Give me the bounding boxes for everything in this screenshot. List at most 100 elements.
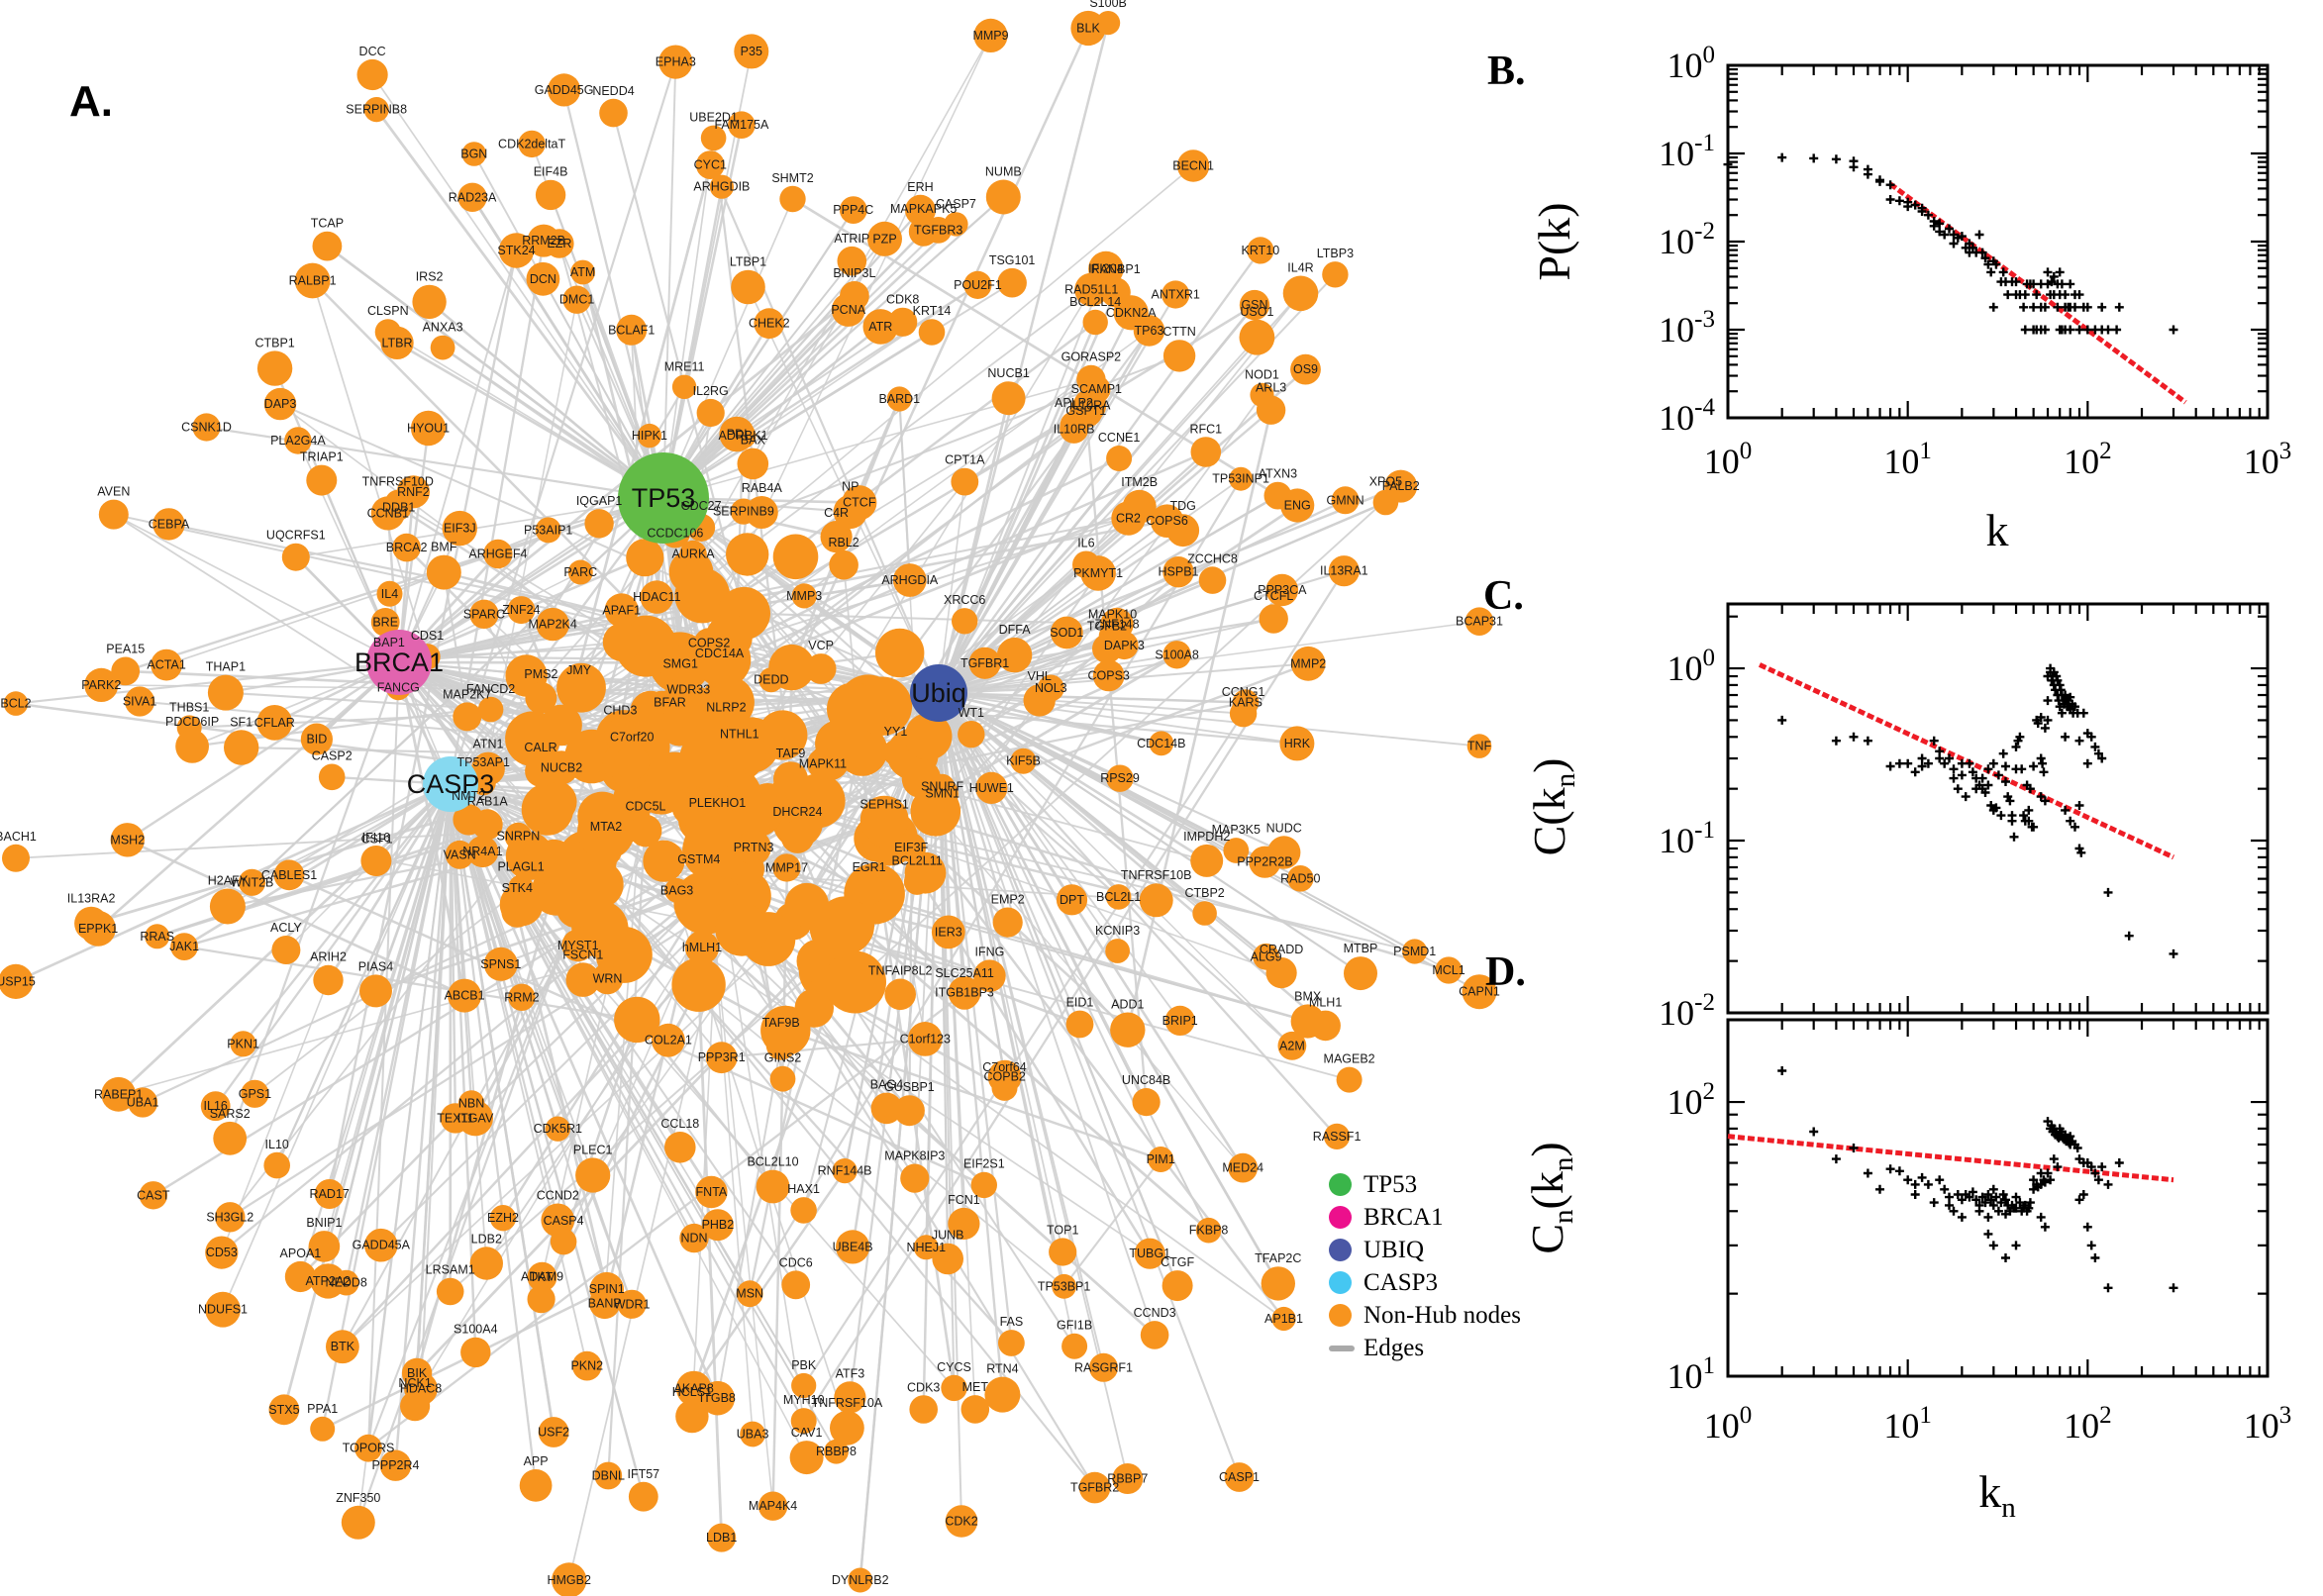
network-node bbox=[992, 907, 1023, 938]
network-node bbox=[263, 387, 297, 421]
network-nodes bbox=[0, 10, 1497, 1596]
panel-a-label: A. bbox=[69, 77, 113, 126]
network-node-label: TP53INP1 bbox=[1212, 472, 1269, 486]
network-node-label: ZNF350 bbox=[336, 1491, 380, 1505]
network-node bbox=[306, 464, 338, 496]
network-edge bbox=[937, 304, 1257, 694]
network-node bbox=[941, 1374, 967, 1402]
network-edge bbox=[692, 1169, 847, 1390]
network-node-label: VASN bbox=[444, 848, 476, 861]
network-node bbox=[1166, 514, 1200, 548]
network-edge bbox=[938, 249, 1262, 694]
network-node-label: MSH2 bbox=[110, 833, 145, 847]
network-node bbox=[284, 1260, 316, 1293]
network-edge bbox=[662, 138, 715, 499]
axis-tick-label: 10-1 bbox=[1659, 817, 1715, 860]
network-node-label: HDAC8 bbox=[400, 1382, 442, 1396]
network-node bbox=[1384, 469, 1418, 503]
network-node-label: BNIP1 bbox=[306, 1216, 342, 1230]
network-edge bbox=[398, 529, 550, 664]
network-node bbox=[3, 691, 29, 716]
network-node bbox=[308, 1231, 341, 1262]
network-node bbox=[310, 1416, 336, 1442]
network-node bbox=[950, 980, 979, 1010]
panel-d-label: D. bbox=[1485, 949, 1526, 995]
network-node bbox=[824, 1439, 849, 1464]
network-node bbox=[1106, 764, 1134, 792]
axis-tick-label: 103 bbox=[2244, 438, 2292, 481]
network-node-label: C7orf20 bbox=[610, 731, 655, 745]
network-node bbox=[0, 963, 34, 999]
network-node bbox=[695, 1175, 728, 1209]
network-edge bbox=[97, 661, 400, 930]
network-edge bbox=[321, 783, 453, 1430]
network-node bbox=[1176, 150, 1210, 182]
network-edge bbox=[279, 403, 940, 694]
network-node-label: IRS2 bbox=[416, 270, 444, 284]
network-node-unlabeled bbox=[700, 809, 748, 856]
network-node bbox=[1462, 974, 1497, 1010]
network-node-label: HSPB1 bbox=[1159, 565, 1199, 579]
network-node-label: IMPDH2 bbox=[1183, 830, 1230, 844]
network-node-label: COPB2 bbox=[984, 1070, 1026, 1084]
network-node-label: MAGEB2 bbox=[1324, 1052, 1375, 1066]
network-node bbox=[241, 1079, 269, 1108]
network-node-label: NUCB1 bbox=[987, 366, 1029, 380]
network-node bbox=[1228, 1152, 1259, 1183]
network-node-label: BID bbox=[306, 733, 327, 747]
network-node-label: IL16 bbox=[204, 1099, 228, 1113]
network-node bbox=[205, 1236, 239, 1269]
network-node bbox=[445, 840, 474, 869]
network-node-label: SPIN1 bbox=[589, 1282, 625, 1296]
network-node bbox=[562, 285, 591, 314]
network-node-label: P35 bbox=[741, 45, 762, 58]
network-node bbox=[1331, 486, 1360, 515]
network-node-label: ZCCHC8 bbox=[1187, 551, 1238, 565]
network-node bbox=[637, 423, 662, 449]
network-node-label: PIM1 bbox=[1147, 1152, 1175, 1166]
network-node-label: FNTA bbox=[696, 1185, 728, 1199]
network-node-label: XPO5 bbox=[1369, 475, 1402, 489]
network-node-label: BACH1 bbox=[0, 830, 37, 844]
network-node bbox=[363, 97, 389, 123]
network-node bbox=[1280, 488, 1315, 523]
network-node bbox=[209, 888, 246, 925]
axis-tick-label: 10-3 bbox=[1659, 306, 1715, 349]
network-node-label: AVEN bbox=[97, 485, 130, 499]
network-edge bbox=[854, 485, 1402, 983]
network-node-label: EPPK1 bbox=[78, 922, 118, 936]
network-node-label: ATN1 bbox=[472, 738, 503, 751]
network-node bbox=[281, 543, 310, 571]
network-node-label: NUCB2 bbox=[541, 760, 582, 774]
network-edge bbox=[716, 1045, 782, 1399]
network-node-label: ATM bbox=[570, 265, 595, 279]
network-node bbox=[839, 196, 867, 225]
network-node-label: CDS1 bbox=[411, 629, 444, 643]
network-node-label: ARL3 bbox=[1256, 381, 1286, 395]
network-node bbox=[790, 1408, 817, 1435]
network-node bbox=[996, 637, 1033, 673]
network-node-label: BIK bbox=[407, 1366, 428, 1380]
axis-tick-label: 100 bbox=[1704, 438, 1753, 481]
network-node bbox=[215, 1202, 246, 1233]
network-node-label: ADRBK1 bbox=[718, 429, 767, 443]
network-node bbox=[829, 549, 858, 580]
network-node-label: RAB4A bbox=[742, 481, 783, 495]
network-node bbox=[1134, 1238, 1165, 1269]
network-edge bbox=[413, 783, 453, 1407]
axis-tick-label: 101 bbox=[1667, 1352, 1716, 1396]
network-edge bbox=[397, 661, 466, 996]
network-node-label: NLRP2 bbox=[706, 701, 746, 715]
network-node-label: ACTA1 bbox=[147, 658, 185, 672]
network-node bbox=[629, 814, 662, 848]
network-node bbox=[519, 1469, 553, 1502]
network-node-label: ATRIP bbox=[834, 232, 869, 246]
network-node bbox=[401, 1357, 433, 1389]
network-node-label: ARHGDIA bbox=[881, 573, 939, 587]
network-node bbox=[205, 1291, 241, 1328]
network-edge bbox=[450, 783, 608, 1290]
network-node bbox=[507, 596, 536, 625]
network-node bbox=[550, 1228, 577, 1255]
x-axis-title: k bbox=[1986, 505, 2009, 555]
network-node-label: SH3GL2 bbox=[206, 1210, 253, 1224]
